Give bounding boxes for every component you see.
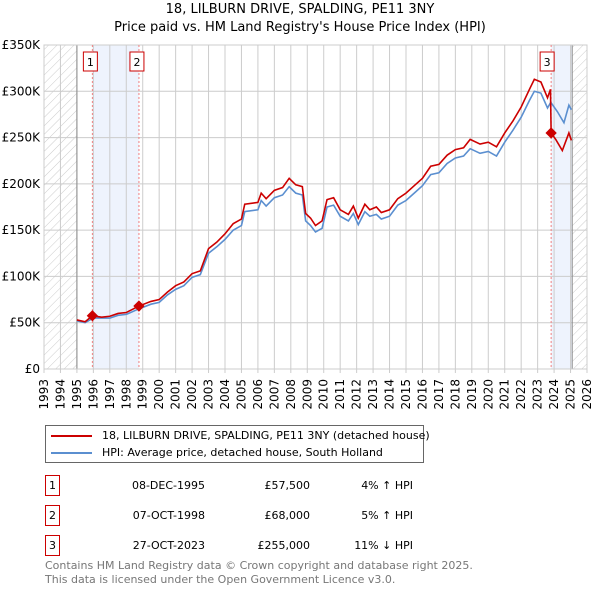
- x-tick-label: 1998: [119, 379, 133, 410]
- sale-label: 3: [544, 56, 551, 69]
- footer-line: Contains HM Land Registry data © Crown c…: [45, 559, 473, 572]
- transaction-date: 08-DEC-1995: [131, 479, 205, 492]
- transaction-number: 2: [45, 505, 60, 526]
- x-tick-label: 2017: [432, 379, 446, 410]
- hpi-line: [76, 90, 573, 324]
- x-tick-label: 2003: [202, 379, 216, 410]
- x-tick-label: 2021: [498, 379, 512, 410]
- legend-label: 18, LILBURN DRIVE, SPALDING, PE11 3NY (d…: [102, 429, 430, 442]
- sale-label-box: [129, 51, 145, 72]
- x-tick-label: 2011: [333, 379, 347, 410]
- y-tick-label: £50K: [9, 316, 41, 330]
- footer: Contains HM Land Registry data © Crown c…: [45, 559, 473, 587]
- y-tick-label: £350K: [2, 38, 42, 52]
- legend: 18, LILBURN DRIVE, SPALDING, PE11 3NY (d…: [45, 425, 430, 463]
- property-price-line: [76, 78, 573, 323]
- x-tick-label: 1997: [103, 379, 117, 410]
- y-tick-label: £300K: [2, 84, 42, 98]
- transaction-hpi-diff: 11% ↓ HPI: [354, 539, 413, 552]
- transaction-date: 07-OCT-1998: [132, 509, 205, 522]
- x-tick-label: 2001: [169, 379, 183, 410]
- x-tick-label: 2004: [218, 379, 232, 410]
- y-tick-label: £0: [25, 362, 40, 376]
- sale-label: 2: [133, 56, 140, 69]
- x-tick-label: 1996: [86, 379, 100, 410]
- x-tick-label: 1993: [37, 379, 51, 410]
- chart-subtitle: Price paid vs. HM Land Registry's House …: [114, 20, 486, 35]
- shaded-region: [92, 45, 139, 369]
- transaction-date: 27-OCT-2023: [132, 539, 205, 552]
- x-tick-label: 2006: [251, 379, 265, 410]
- x-tick-label: 2019: [465, 379, 479, 410]
- x-tick-label: 2022: [514, 379, 528, 410]
- x-tick-label: 2012: [350, 379, 364, 410]
- y-tick-label: £200K: [2, 177, 42, 191]
- x-tick-label: 2002: [185, 379, 199, 410]
- x-tick-label: 2024: [547, 379, 561, 410]
- x-tick-label: 2018: [448, 379, 462, 410]
- transaction-number: 3: [45, 535, 60, 556]
- x-tick-label: 2014: [383, 379, 397, 410]
- y-tick-label: £250K: [2, 131, 42, 145]
- transaction-number: 1: [45, 475, 60, 496]
- sale-label-box: [82, 51, 98, 72]
- transaction-hpi-diff: 4% ↑ HPI: [361, 479, 413, 492]
- y-tick-label: £100K: [2, 269, 42, 283]
- x-tick-label: 2008: [284, 379, 298, 410]
- shaded-region: [551, 45, 573, 369]
- transaction-row: 2 07-OCT-1998 £68,000 5% ↑ HPI: [45, 505, 445, 526]
- transaction-row: 1 08-DEC-1995 £57,500 4% ↑ HPI: [45, 475, 445, 496]
- legend-item-property: 18, LILBURN DRIVE, SPALDING, PE11 3NY (d…: [51, 429, 430, 442]
- y-tick-label: £150K: [2, 223, 42, 237]
- x-tick-label: 1995: [70, 379, 84, 410]
- transaction-price: £68,000: [264, 509, 311, 522]
- x-tick-label: 2023: [531, 379, 545, 410]
- hatched-region: [572, 45, 587, 369]
- x-tick-label: 1994: [53, 379, 67, 410]
- x-tick-label: 2010: [317, 379, 331, 410]
- x-tick-label: 2016: [415, 379, 429, 410]
- transaction-price: £255,000: [257, 539, 311, 552]
- chart-title: 18, LILBURN DRIVE, SPALDING, PE11 3NY: [165, 2, 435, 17]
- plot-frame: [43, 44, 588, 370]
- price-chart: 1993 1994 1995 1996 1997 1998 1999 2000 2001 2002…: [2, 38, 594, 410]
- x-tick-label: 2005: [234, 379, 248, 410]
- x-tick-label: 2020: [481, 379, 495, 410]
- transaction-hpi-diff: 5% ↑ HPI: [361, 509, 413, 522]
- x-tick-label: 2000: [152, 379, 166, 410]
- x-tick-label: 1999: [136, 379, 150, 410]
- footer-line: This data is licensed under the Open Gov…: [45, 573, 396, 586]
- sale-label-box: [539, 51, 555, 72]
- x-tick-label: 2013: [366, 379, 380, 410]
- legend-label: HPI: Average price, detached house, Sout…: [102, 446, 383, 459]
- sale-point: [133, 300, 145, 312]
- transaction-row: 3 27-OCT-2023 £255,000 11% ↓ HPI: [45, 535, 445, 556]
- legend-item-hpi: HPI: Average price, detached house, Sout…: [51, 446, 383, 459]
- sale-label: 1: [87, 56, 94, 69]
- x-tick-label: 2009: [300, 379, 314, 410]
- x-tick-label: 2015: [399, 379, 413, 410]
- x-tick-label: 2026: [580, 379, 594, 410]
- x-tick-label: 2007: [267, 379, 281, 410]
- transaction-price: £57,500: [264, 479, 311, 492]
- x-tick-label: 2025: [564, 379, 578, 410]
- sale-point: [545, 127, 557, 139]
